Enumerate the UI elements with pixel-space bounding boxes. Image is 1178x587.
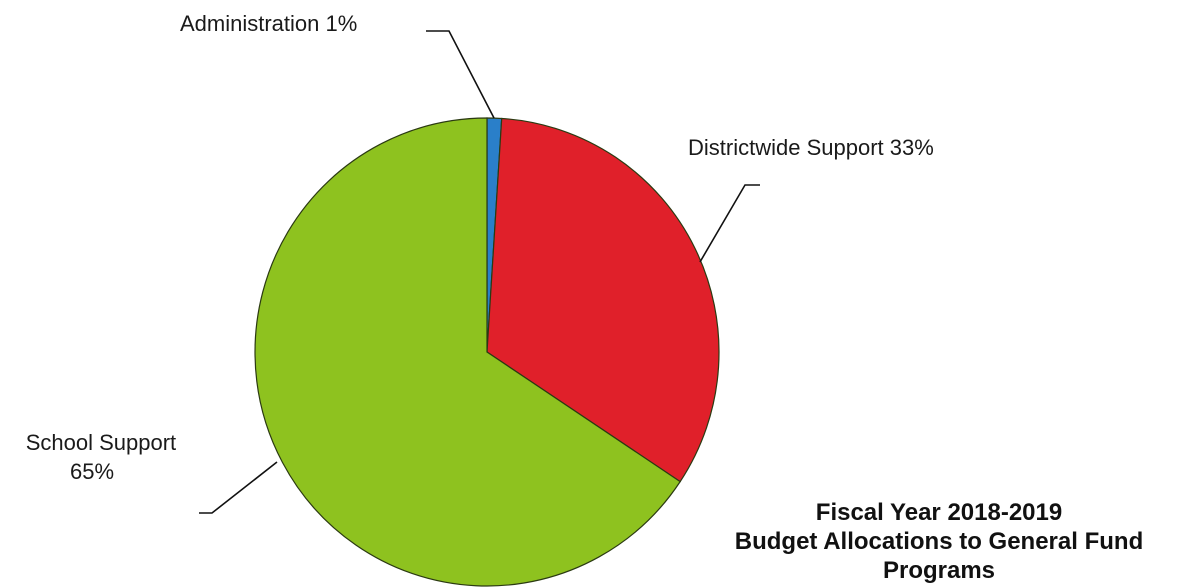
slice-label-school-support: School Support 65% [26,430,183,484]
pie-slice-school-support [254,117,681,587]
leader-line-districtwide-support [699,184,760,263]
slice-label-districtwide-support: Districtwide Support 33% [688,135,934,160]
chart-title-line-3: Programs [882,557,996,584]
leader-line-administration [426,30,495,119]
leader-line-school-support [199,461,278,514]
chart-title-line-1: Fiscal Year 2018-2019 [815,499,1063,526]
leader-lines [199,30,760,514]
chart-title-line-2: Budget Allocations to General Fund [734,528,1144,555]
slice-label-administration: Administration 1% [180,11,357,36]
chart-title: Fiscal Year 2018-2019 Budget Allocations… [700,498,1178,585]
pie-slices [254,117,720,587]
